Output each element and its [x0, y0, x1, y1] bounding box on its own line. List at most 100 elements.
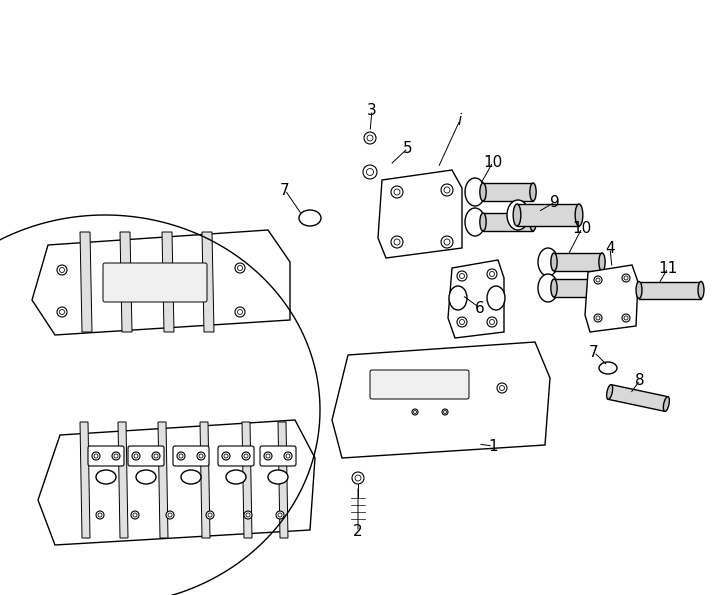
- Circle shape: [596, 316, 600, 320]
- Circle shape: [98, 513, 102, 517]
- Polygon shape: [202, 232, 214, 332]
- Polygon shape: [38, 420, 315, 545]
- Ellipse shape: [575, 204, 583, 226]
- Circle shape: [366, 168, 374, 176]
- Bar: [554, 279, 602, 297]
- Circle shape: [442, 409, 448, 415]
- Circle shape: [238, 265, 243, 271]
- FancyBboxPatch shape: [370, 370, 469, 399]
- Polygon shape: [200, 422, 210, 538]
- Circle shape: [131, 511, 139, 519]
- Circle shape: [154, 454, 158, 458]
- Ellipse shape: [465, 178, 485, 206]
- Circle shape: [266, 454, 270, 458]
- Circle shape: [60, 268, 65, 273]
- FancyBboxPatch shape: [218, 446, 254, 466]
- Circle shape: [235, 307, 245, 317]
- Polygon shape: [585, 265, 638, 332]
- Circle shape: [276, 511, 284, 519]
- Circle shape: [199, 454, 203, 458]
- Ellipse shape: [96, 470, 116, 484]
- Circle shape: [444, 239, 450, 245]
- Circle shape: [244, 454, 248, 458]
- Ellipse shape: [530, 183, 536, 201]
- Circle shape: [96, 511, 104, 519]
- Text: 7: 7: [589, 345, 599, 359]
- Ellipse shape: [480, 183, 486, 201]
- Circle shape: [622, 314, 630, 322]
- Circle shape: [459, 274, 465, 278]
- Circle shape: [264, 452, 272, 460]
- Circle shape: [242, 452, 250, 460]
- Circle shape: [441, 184, 453, 196]
- Circle shape: [414, 411, 417, 414]
- Circle shape: [222, 452, 230, 460]
- Ellipse shape: [538, 248, 558, 276]
- Circle shape: [246, 513, 250, 517]
- Circle shape: [363, 165, 377, 179]
- Ellipse shape: [599, 279, 605, 297]
- Ellipse shape: [538, 274, 558, 302]
- Polygon shape: [80, 422, 90, 538]
- Circle shape: [487, 317, 497, 327]
- Circle shape: [133, 513, 137, 517]
- Circle shape: [352, 472, 364, 484]
- Circle shape: [60, 309, 65, 315]
- Text: i: i: [458, 112, 462, 127]
- Ellipse shape: [449, 286, 467, 310]
- Polygon shape: [242, 422, 252, 538]
- Polygon shape: [80, 232, 92, 332]
- FancyBboxPatch shape: [173, 446, 209, 466]
- Ellipse shape: [181, 470, 201, 484]
- Circle shape: [622, 274, 630, 282]
- Circle shape: [441, 236, 453, 248]
- Text: 7: 7: [280, 183, 290, 198]
- Circle shape: [235, 263, 245, 273]
- FancyBboxPatch shape: [88, 446, 124, 466]
- Ellipse shape: [465, 208, 485, 236]
- Circle shape: [152, 452, 160, 460]
- Circle shape: [94, 454, 98, 458]
- Ellipse shape: [551, 279, 557, 297]
- Circle shape: [394, 189, 400, 195]
- Circle shape: [224, 454, 228, 458]
- Polygon shape: [162, 232, 174, 332]
- Circle shape: [284, 452, 292, 460]
- Circle shape: [499, 386, 505, 390]
- Circle shape: [487, 269, 497, 279]
- Circle shape: [391, 186, 403, 198]
- Text: 11: 11: [659, 261, 678, 275]
- Circle shape: [166, 511, 174, 519]
- Circle shape: [206, 511, 214, 519]
- Text: 10: 10: [483, 155, 502, 170]
- Circle shape: [457, 383, 467, 393]
- FancyBboxPatch shape: [103, 263, 207, 302]
- Ellipse shape: [513, 204, 521, 226]
- Circle shape: [57, 307, 67, 317]
- Circle shape: [132, 452, 140, 460]
- Circle shape: [244, 511, 252, 519]
- Circle shape: [379, 387, 385, 393]
- Bar: [554, 253, 602, 271]
- Ellipse shape: [507, 200, 529, 230]
- Circle shape: [412, 409, 418, 415]
- Circle shape: [134, 454, 138, 458]
- Circle shape: [168, 513, 172, 517]
- Ellipse shape: [663, 397, 670, 411]
- Bar: [608, 384, 668, 411]
- Circle shape: [391, 236, 403, 248]
- Polygon shape: [332, 342, 550, 458]
- Ellipse shape: [268, 470, 288, 484]
- Ellipse shape: [599, 362, 617, 374]
- Bar: [483, 183, 533, 201]
- Circle shape: [624, 276, 628, 280]
- Ellipse shape: [487, 286, 505, 310]
- Text: 6: 6: [475, 300, 485, 315]
- Ellipse shape: [136, 470, 156, 484]
- Circle shape: [457, 271, 467, 281]
- FancyBboxPatch shape: [260, 446, 296, 466]
- Circle shape: [355, 475, 361, 481]
- Polygon shape: [32, 230, 290, 335]
- Circle shape: [596, 278, 600, 282]
- Text: 10: 10: [572, 221, 592, 236]
